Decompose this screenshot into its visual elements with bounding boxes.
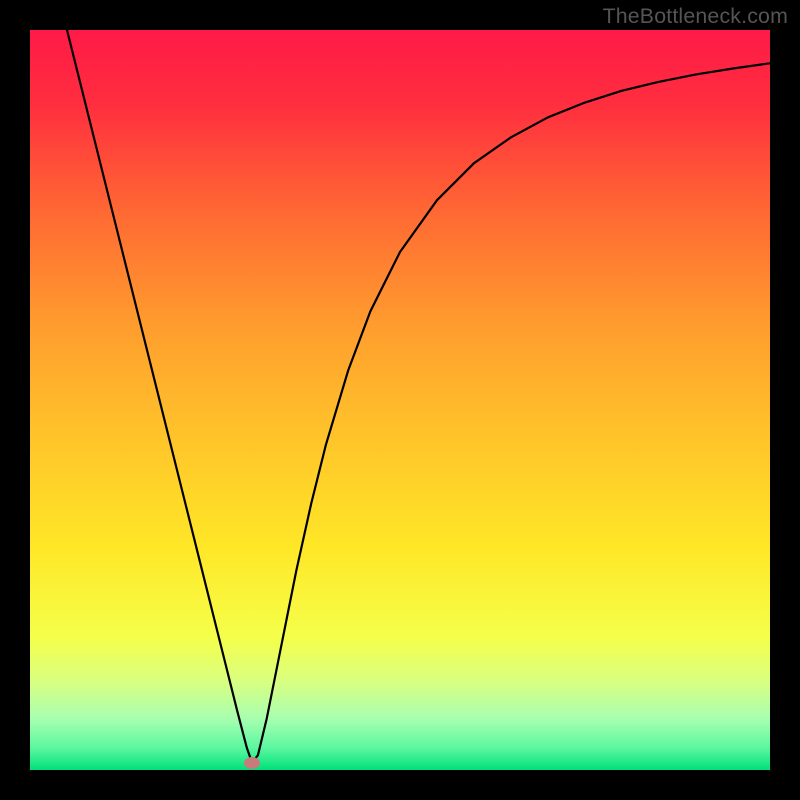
chart-frame: TheBottleneck.com [0, 0, 800, 800]
plot-area [30, 30, 770, 770]
bottleneck-curve [30, 30, 770, 770]
minimum-marker [244, 757, 260, 769]
watermark-text: TheBottleneck.com [603, 4, 788, 29]
